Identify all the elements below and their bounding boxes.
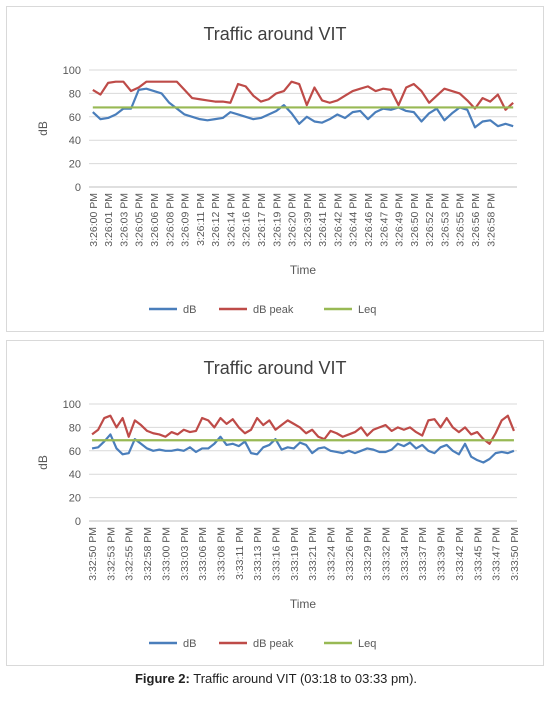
y-tick-label: 100 [63,399,81,411]
x-tick-label: 3:26:05 PM [134,193,146,247]
y-tick-label: 0 [75,516,81,528]
y-tick-label: 40 [69,469,81,481]
y-tick-label: 60 [69,112,81,124]
chart-panel: Traffic around VIT 0 20 40 60 80 100 dB 3:26:00 … [6,6,544,332]
y-tick-label: 100 [63,65,81,77]
x-tick-label: 3:33:39 PM [436,527,448,581]
x-tick-label: 3:26:12 PM [210,193,222,247]
x-tick-label: 3:33:47 PM [491,527,503,581]
x-tick-label: 3:26:01 PM [103,193,115,247]
x-tick-label: 3:33:13 PM [252,527,264,581]
x-tick-label: 3:26:03 PM [118,193,130,247]
caption: Figure 2: Traffic around VIT (03:18 to 0… [0,671,552,686]
x-tick-label: 3:33:34 PM [399,527,411,581]
x-tick-label: 3:26:08 PM [164,193,176,247]
y-tick-label: 80 [69,422,81,434]
x-tick-label: 3:32:53 PM [105,527,117,581]
x-tick-label: 3:33:06 PM [197,527,209,581]
x-tick-label: 3:33:19 PM [289,527,301,581]
legend-label: dB peak [253,638,294,650]
x-tick-label: 3:26:44 PM [348,193,360,247]
x-tick-label: 3:26:11 PM [195,193,207,246]
x-tick-label: 3:32:50 PM [87,527,99,581]
data-line [92,87,514,129]
x-tick-label: 3:26:09 PM [180,193,192,247]
y-tick-label: 40 [69,135,81,147]
legend-label: dB peak [253,304,294,316]
x-tick-label: 3:26:50 PM [409,193,421,247]
x-tick-label: 3:26:17 PM [256,193,268,247]
x-tick-label: 3:33:21 PM [307,527,319,581]
x-tick-label: 3:33:24 PM [326,527,338,581]
x-tick-label: 3:33:42 PM [454,527,466,581]
legend-label: dB [183,638,196,650]
x-tick-label: 3:33:26 PM [344,527,356,581]
x-tick-label: 3:33:00 PM [160,527,172,581]
x-tick-label: 3:33:11 PM [234,527,246,580]
x-tick-label: 3:33:45 PM [472,527,484,581]
x-tick-label: 3:26:41 PM [317,193,329,247]
x-tick-label: 3:26:06 PM [149,193,161,247]
x-tick-label: 3:33:29 PM [362,527,374,581]
caption-label: Figure 2: [134,671,190,686]
chart: Traffic around VIT 0 20 40 60 80 100 dB 3:26:00 … [36,24,517,316]
legend-label: dB [183,304,196,316]
x-tick-label: 3:26:56 PM [470,193,482,247]
y-tick-label: 20 [69,493,81,505]
x-tick-label: 3:26:52 PM [424,193,436,247]
x-tick-label: 3:26:53 PM [439,193,451,247]
x-tick-label: 3:26:46 PM [363,193,375,247]
chart-title: Traffic around VIT [203,24,346,44]
x-tick-label: 3:33:03 PM [179,527,191,581]
data-line [91,433,515,464]
x-tick-label: 3:26:55 PM [455,193,467,247]
x-tick-label: 3:33:37 PM [417,527,429,581]
x-tick-label: 3:26:47 PM [378,193,390,247]
y-axis-label: dB [36,455,50,470]
chart: Traffic around VIT 0 20 40 60 80 100 dB 3:32:50 … [36,358,521,650]
x-axis-label: Time [290,263,317,277]
legend-label: Leq [358,304,376,316]
x-tick-label: 3:33:50 PM [509,527,521,581]
x-axis-label: Time [290,597,317,611]
caption-text: Traffic around VIT (03:18 to 03:33 pm). [193,671,418,686]
y-tick-label: 60 [69,446,81,458]
data-line [92,80,514,111]
chart-panel: Traffic around VIT 0 20 40 60 80 100 dB 3:32:50 … [6,340,544,666]
x-tick-label: 3:33:16 PM [270,527,282,581]
y-tick-label: 20 [69,159,81,171]
x-tick-label: 3:32:55 PM [124,527,136,581]
chart-title: Traffic around VIT [203,358,346,378]
x-tick-label: 3:33:08 PM [215,527,227,581]
x-tick-label: 3:26:16 PM [241,193,253,247]
x-tick-label: 3:26:14 PM [225,193,237,247]
x-tick-label: 3:26:19 PM [271,193,283,247]
y-axis-label: dB [36,121,50,136]
x-tick-label: 3:26:58 PM [485,193,497,247]
x-tick-label: 3:26:39 PM [302,193,314,247]
y-tick-label: 0 [75,182,81,194]
legend-label: Leq [358,638,376,650]
x-tick-label: 3:26:00 PM [88,193,100,247]
x-tick-label: 3:32:58 PM [142,527,154,581]
x-tick-label: 3:26:49 PM [394,193,406,247]
x-tick-label: 3:26:42 PM [332,193,344,247]
x-tick-label: 3:33:32 PM [381,527,393,581]
y-tick-label: 80 [69,88,81,100]
x-tick-label: 3:26:20 PM [287,193,299,247]
data-line [91,414,515,445]
